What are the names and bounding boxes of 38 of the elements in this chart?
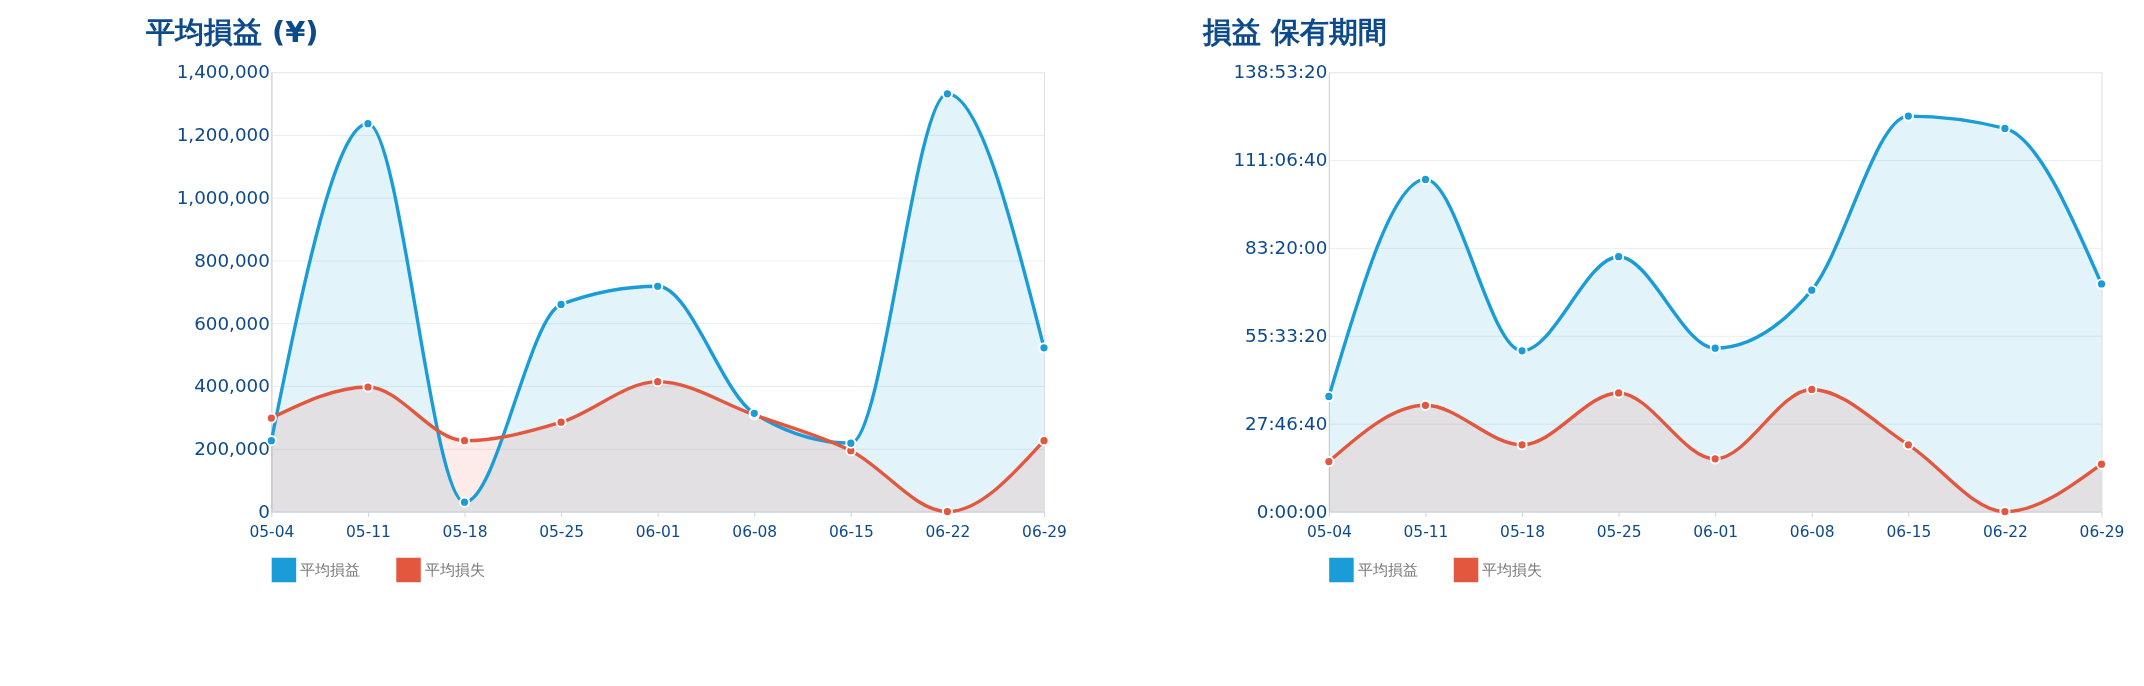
x-tick-label: 06-01 xyxy=(1693,523,1739,542)
y-tick-label: 83:20:00 xyxy=(1245,237,1328,259)
x-tick-label: 05-25 xyxy=(1596,523,1642,542)
x-tick-label: 06-01 xyxy=(635,523,681,542)
x-tick-label: 05-25 xyxy=(539,523,585,542)
y-tick-label: 1,000,000 xyxy=(176,187,270,209)
x-tick-label: 05-04 xyxy=(1306,523,1352,542)
x-tick-label: 05-11 xyxy=(1403,523,1449,542)
legend-label: 平均損失 xyxy=(1482,560,1543,579)
y-tick-label: 0:00:00 xyxy=(1256,500,1328,522)
y-tick-label: 200,000 xyxy=(194,438,270,460)
x-tick-label: 06-15 xyxy=(1886,523,1932,542)
y-tick-label: 138:53:20 xyxy=(1233,61,1328,83)
x-tick-label: 06-08 xyxy=(732,523,778,542)
y-tick-label: 0 xyxy=(258,500,270,522)
x-tick-label: 06-29 xyxy=(1022,523,1067,542)
x-tick-label: 05-04 xyxy=(249,523,295,542)
x-tick-label: 06-22 xyxy=(925,523,971,542)
x-tick-label: 06-15 xyxy=(828,523,874,542)
legend-label: 平均損益 xyxy=(1357,560,1418,579)
x-tick-label: 06-29 xyxy=(2079,523,2125,542)
chart-title: 平均損益 (¥) xyxy=(144,15,319,50)
y-tick-label: 27:46:40 xyxy=(1245,413,1328,434)
x-tick-label: 06-22 xyxy=(1982,523,2028,542)
x-tick-label: 05-11 xyxy=(346,523,391,542)
x-tick-label: 05-18 xyxy=(1500,523,1545,542)
legend-label: 平均損失 xyxy=(424,560,485,579)
y-tick-label: 400,000 xyxy=(194,375,270,397)
legend-label: 平均損益 xyxy=(300,560,361,579)
y-tick-label: 55:33:20 xyxy=(1245,325,1328,347)
y-tick-label: 1,400,000 xyxy=(176,61,270,83)
y-tick-label: 600,000 xyxy=(194,312,270,334)
y-tick-label: 1,200,000 xyxy=(176,124,270,146)
y-tick-label: 800,000 xyxy=(194,249,270,271)
x-tick-label: 06-08 xyxy=(1789,523,1835,542)
x-tick-label: 05-18 xyxy=(442,523,488,542)
y-tick-label: 111:06:40 xyxy=(1233,149,1328,171)
chart-title: 損益 保有期間 xyxy=(1202,15,1388,50)
